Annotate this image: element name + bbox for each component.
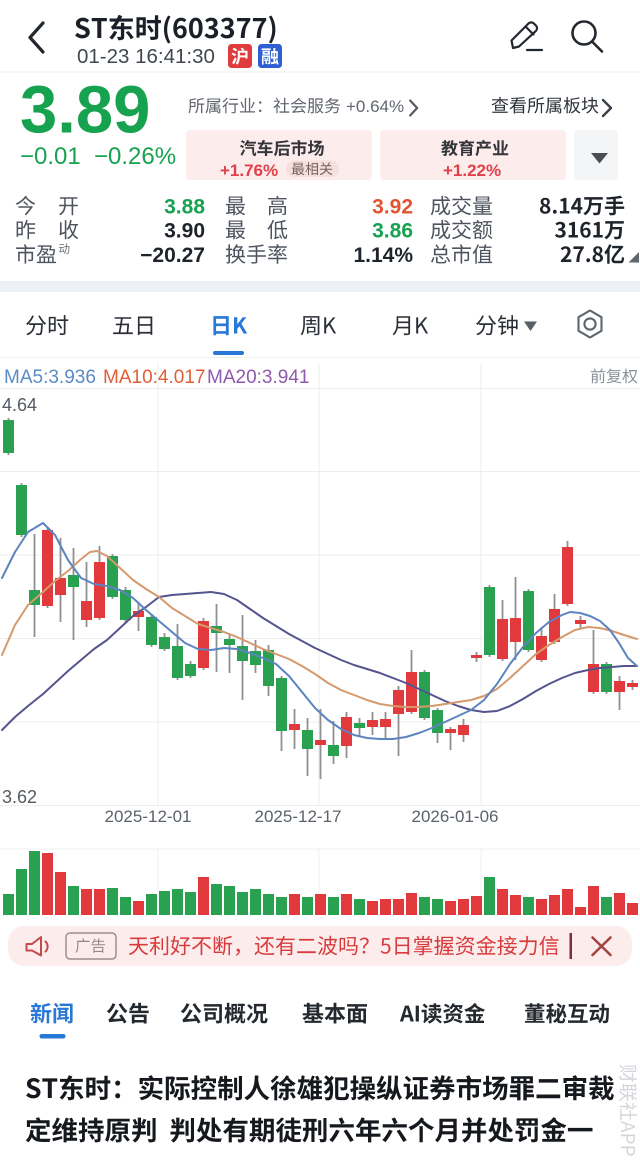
svg-text:+0.64%: +0.64% xyxy=(346,97,404,116)
svg-text:2025-12-17: 2025-12-17 xyxy=(255,807,342,826)
svg-text:3.89: 3.89 xyxy=(20,73,150,148)
svg-text:2025-12-01: 2025-12-01 xyxy=(105,807,192,826)
svg-text:3.92: 3.92 xyxy=(372,196,413,219)
svg-text:MA10:4.017: MA10:4.017 xyxy=(103,367,205,388)
svg-text:01-23 16:41:30: 01-23 16:41:30 xyxy=(77,45,215,68)
svg-text:−0.01: −0.01 xyxy=(20,143,81,170)
svg-text:MA20:3.941: MA20:3.941 xyxy=(207,367,309,388)
svg-text:3.86: 3.86 xyxy=(372,220,413,243)
svg-text:3.88: 3.88 xyxy=(164,196,205,219)
svg-text:1.14%: 1.14% xyxy=(353,244,413,267)
svg-text:+1.76%: +1.76% xyxy=(220,161,278,180)
svg-text:+1.22%: +1.22% xyxy=(443,161,501,180)
svg-text:3.62: 3.62 xyxy=(2,787,37,807)
svg-text:4.64: 4.64 xyxy=(2,395,37,415)
svg-text:3.90: 3.90 xyxy=(164,220,205,243)
svg-text:MA5:3.936: MA5:3.936 xyxy=(4,367,96,388)
svg-text:2026-01-06: 2026-01-06 xyxy=(412,807,499,826)
svg-text:−0.26%: −0.26% xyxy=(94,143,176,170)
svg-text:−20.27: −20.27 xyxy=(140,244,205,267)
